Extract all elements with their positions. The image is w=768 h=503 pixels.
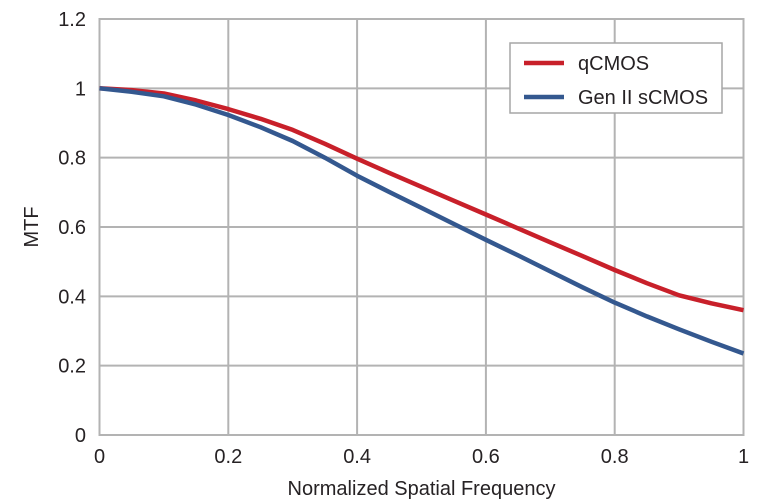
y-tick-label: 1.2 — [58, 9, 86, 31]
legend-box — [509, 42, 723, 114]
plot-border — [98, 18, 745, 436]
y-tick-label: 0.8 — [58, 148, 86, 170]
y-tick-label: 0.2 — [58, 356, 86, 378]
x-axis-title: Normalized Spatial Frequency — [288, 478, 556, 500]
x-tick-label: 0.4 — [343, 446, 371, 468]
x-tick-label: 1 — [738, 446, 749, 468]
y-tick-label: 0.4 — [58, 286, 86, 308]
y-tick-label: 0.6 — [58, 217, 86, 239]
legend-label: Gen II sCMOS — [578, 87, 708, 109]
x-tick-label: 0.2 — [214, 446, 242, 468]
y-tick-label: 0 — [75, 425, 86, 447]
series-line-gen-ii-scmos — [99, 86, 745, 356]
y-tick-labels: 0 0.2 0.4 0.6 0.8 1 1.2 — [58, 9, 86, 447]
legend: qCMOS Gen II sCMOS — [509, 42, 723, 114]
x-tick-label: 0.6 — [472, 446, 500, 468]
legend-label: qCMOS — [578, 53, 649, 75]
y-tick-label: 1 — [75, 78, 86, 100]
series-line-qcmos — [99, 86, 744, 313]
x-tick-label: 0 — [94, 446, 105, 468]
x-tick-labels: 0 0.2 0.4 0.6 0.8 1 — [94, 446, 749, 468]
series-lines — [99, 86, 745, 356]
x-tick-label: 0.8 — [601, 446, 629, 468]
y-axis-title: MTF — [21, 206, 43, 247]
